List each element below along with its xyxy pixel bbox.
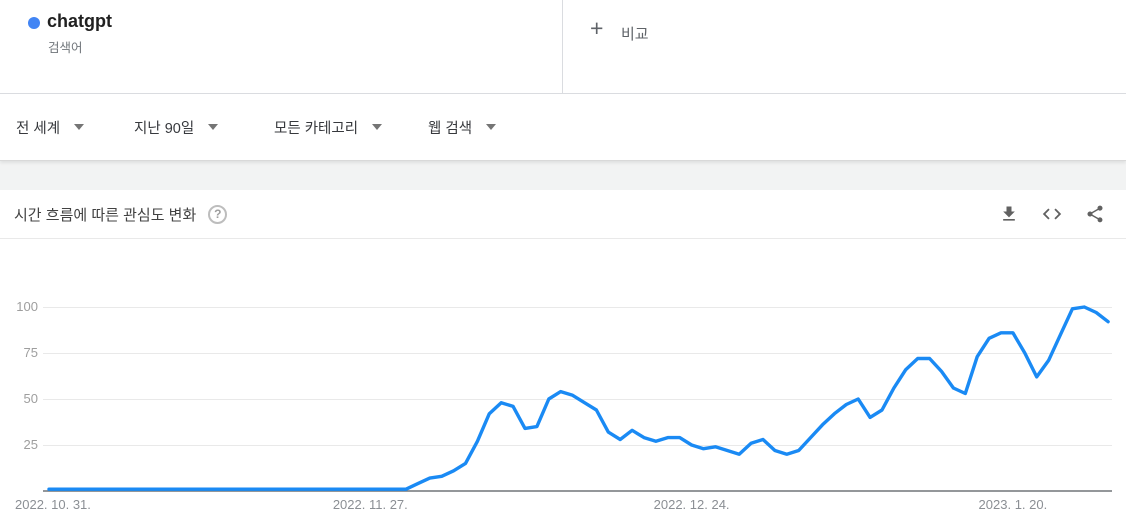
- card-title: 시간 흐름에 따른 관심도 변화: [14, 206, 197, 224]
- help-icon[interactable]: ?: [208, 204, 228, 224]
- download-button[interactable]: [996, 201, 1022, 227]
- search-terms-header: chatgpt 검색어 + 비교: [0, 0, 1126, 94]
- y-axis-label: 100: [16, 299, 38, 314]
- region-filter-dropdown[interactable]: 전 세계: [16, 94, 85, 160]
- term-legend-dot-icon: [28, 17, 40, 29]
- download-icon: [1003, 206, 1015, 221]
- section-gap: [0, 161, 1126, 190]
- term-name: chatgpt: [47, 11, 112, 31]
- trend-line: [47, 305, 1110, 491]
- term-type-label: 검색어: [48, 41, 83, 55]
- card-actions: [996, 201, 1116, 227]
- time-range-filter-label: 지난 90일: [134, 120, 195, 137]
- x-axis-label: 2022. 11. 27.: [332, 497, 408, 512]
- chart-canvas: 100 75 50 25 2022. 10. 31. 2022. 11. 27. 2022.…: [0, 239, 1126, 527]
- chevron-down-icon: [74, 124, 85, 130]
- y-axis-label: 75: [23, 345, 38, 360]
- y-axis-label: 50: [23, 391, 38, 406]
- search-type-filter-dropdown[interactable]: 웹 검색: [428, 94, 497, 160]
- chevron-down-icon: [486, 124, 497, 130]
- chevron-down-icon: [208, 124, 219, 130]
- search-type-filter-label: 웹 검색: [428, 120, 473, 137]
- plus-icon: +: [590, 15, 604, 41]
- category-filter-label: 모든 카테고리: [274, 120, 359, 137]
- compare-label: 비교: [621, 26, 649, 43]
- interest-over-time-chart: [43, 305, 1112, 492]
- share-button[interactable]: [1082, 201, 1108, 227]
- x-axis-label: 2023. 1. 20.: [978, 497, 1048, 512]
- time-range-filter-dropdown[interactable]: 지난 90일: [134, 94, 219, 160]
- add-comparison-button[interactable]: + 비교: [563, 0, 1126, 93]
- y-axis-label: 25: [23, 437, 38, 452]
- interest-over-time-card: 시간 흐름에 따른 관심도 변화 ? 100 75 50 25 2022. 10. 31…: [0, 190, 1126, 527]
- category-filter-dropdown[interactable]: 모든 카테고리: [274, 94, 383, 160]
- card-header: 시간 흐름에 따른 관심도 변화 ?: [0, 190, 1126, 239]
- x-axis-label: 2022. 10. 31.: [15, 497, 91, 512]
- term-card[interactable]: chatgpt 검색어: [0, 0, 563, 93]
- filter-bar: 전 세계 지난 90일 모든 카테고리 웹 검색: [0, 94, 1126, 161]
- share-icon: [1087, 205, 1103, 223]
- x-axis-label: 2022. 12. 24.: [653, 497, 730, 512]
- embed-code-icon: [1042, 208, 1062, 220]
- chevron-down-icon: [372, 124, 383, 130]
- embed-button[interactable]: [1039, 201, 1065, 227]
- region-filter-label: 전 세계: [16, 120, 61, 137]
